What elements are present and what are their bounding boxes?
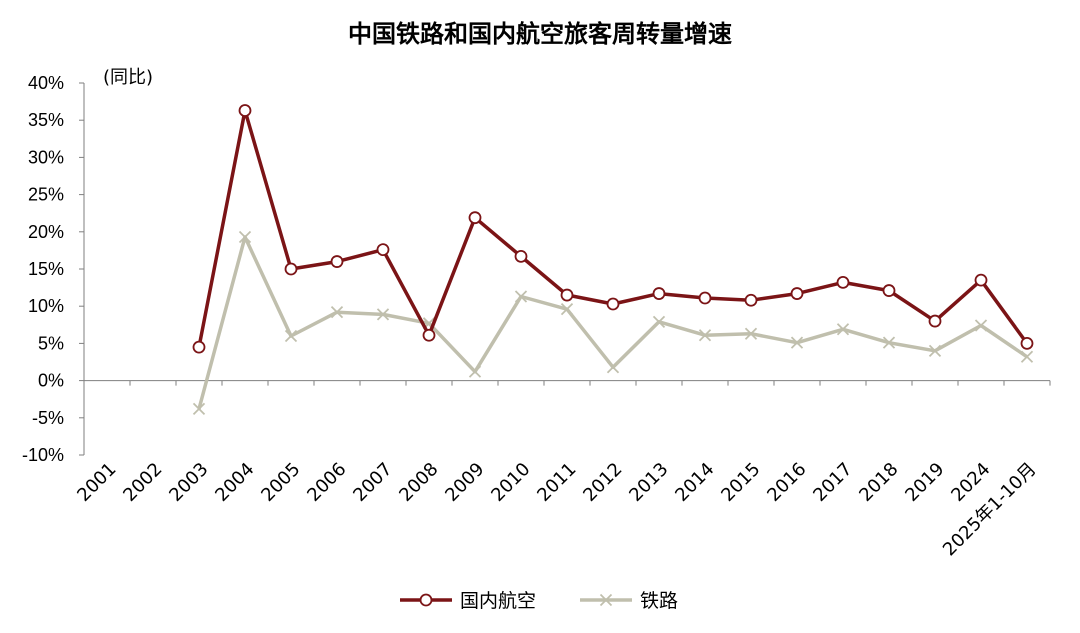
y-tick-label: 30%	[28, 147, 64, 167]
x-tick-label: 2002	[119, 459, 166, 506]
data-point-domestic-aviation	[606, 297, 620, 311]
data-point-railway	[974, 319, 988, 332]
x-tick-label: 2018	[855, 459, 902, 506]
x-tick-label: 2004	[211, 459, 258, 506]
x-tick-label: 2003	[165, 459, 212, 506]
x-tick-label: 2011	[533, 459, 580, 506]
data-point-railway	[698, 329, 712, 342]
data-point-railway	[238, 230, 252, 244]
data-point-railway	[836, 323, 850, 336]
y-tick-label: 5%	[38, 333, 64, 353]
data-point-railway	[284, 329, 298, 343]
x-tick-label: 2017	[809, 459, 856, 506]
x-tick-label: 2005	[257, 459, 304, 506]
x-tick-label: 2001	[73, 459, 120, 506]
data-point-domestic-aviation	[192, 340, 206, 354]
y-tick-label: 20%	[28, 222, 64, 242]
data-point-railway	[606, 361, 620, 374]
data-point-domestic-aviation	[652, 287, 666, 300]
data-point-railway	[882, 336, 896, 349]
data-point-railway	[376, 308, 390, 321]
data-point-railway	[514, 290, 528, 303]
y-tick-label: 15%	[28, 259, 64, 279]
data-point-domestic-aviation	[284, 262, 298, 276]
legend-label-railway: 铁路	[640, 590, 678, 612]
y-tick-label: -10%	[22, 445, 64, 465]
data-point-domestic-aviation	[330, 255, 344, 268]
data-point-domestic-aviation	[882, 284, 896, 297]
data-point-domestic-aviation	[468, 211, 482, 225]
data-point-domestic-aviation	[1020, 336, 1034, 350]
data-point-railway	[192, 402, 206, 416]
x-tick-label: 2008	[395, 459, 442, 506]
series-layer	[192, 104, 1034, 416]
x-tick-label: 2012	[579, 459, 626, 506]
y-tick-label: 25%	[28, 185, 64, 205]
legend-label-domestic-aviation: 国内航空	[460, 590, 536, 612]
legend-marker-railway	[599, 593, 613, 607]
x-tick-label: 2006	[303, 459, 350, 506]
legend-marker-domestic-aviation	[419, 593, 433, 607]
data-point-railway	[330, 306, 344, 319]
data-point-domestic-aviation	[790, 287, 804, 300]
data-point-domestic-aviation	[422, 328, 436, 342]
x-tick-label: 2014	[671, 459, 718, 506]
chart-title: 中国铁路和国内航空旅客周转量增速	[348, 20, 732, 48]
data-point-railway	[744, 327, 758, 340]
x-tick-label: 2010	[487, 459, 534, 506]
data-point-domestic-aviation	[560, 288, 574, 302]
data-point-domestic-aviation	[238, 104, 252, 117]
data-point-domestic-aviation	[514, 249, 528, 263]
data-point-railway	[468, 365, 482, 378]
x-tick-label: 2015	[717, 459, 764, 506]
chart-axes: 40% 35% 30% 25% 20% 15% 10% 5% 0% -5% -10% (同比) 2001…	[22, 67, 1051, 560]
unit-note: (同比)	[103, 67, 153, 88]
x-tick-label: 2007	[349, 459, 396, 506]
y-tick-label: 0%	[38, 371, 64, 391]
data-point-domestic-aviation	[744, 293, 758, 307]
x-tick-label: 2009	[441, 459, 488, 506]
data-point-railway	[1020, 350, 1034, 363]
data-point-domestic-aviation	[974, 273, 988, 287]
data-point-domestic-aviation	[376, 243, 390, 257]
data-point-domestic-aviation	[928, 314, 942, 328]
data-point-domestic-aviation	[836, 275, 850, 289]
y-tick-label: 10%	[28, 296, 64, 316]
x-tick-label: 2016	[763, 459, 810, 506]
data-point-railway	[560, 303, 574, 316]
data-point-railway	[928, 344, 942, 357]
series-line-domestic-aviation	[197, 108, 1029, 348]
y-tick-label: 35%	[28, 110, 64, 130]
legend: 国内航空 铁路	[400, 590, 678, 612]
y-tick-label: 40%	[28, 73, 64, 93]
y-tick-label: -5%	[32, 408, 64, 428]
x-tick-label: 2013	[625, 459, 672, 506]
data-point-railway	[790, 336, 804, 349]
x-tick-label: 2019	[901, 459, 948, 506]
data-point-railway	[652, 315, 666, 328]
data-point-domestic-aviation	[698, 291, 712, 305]
